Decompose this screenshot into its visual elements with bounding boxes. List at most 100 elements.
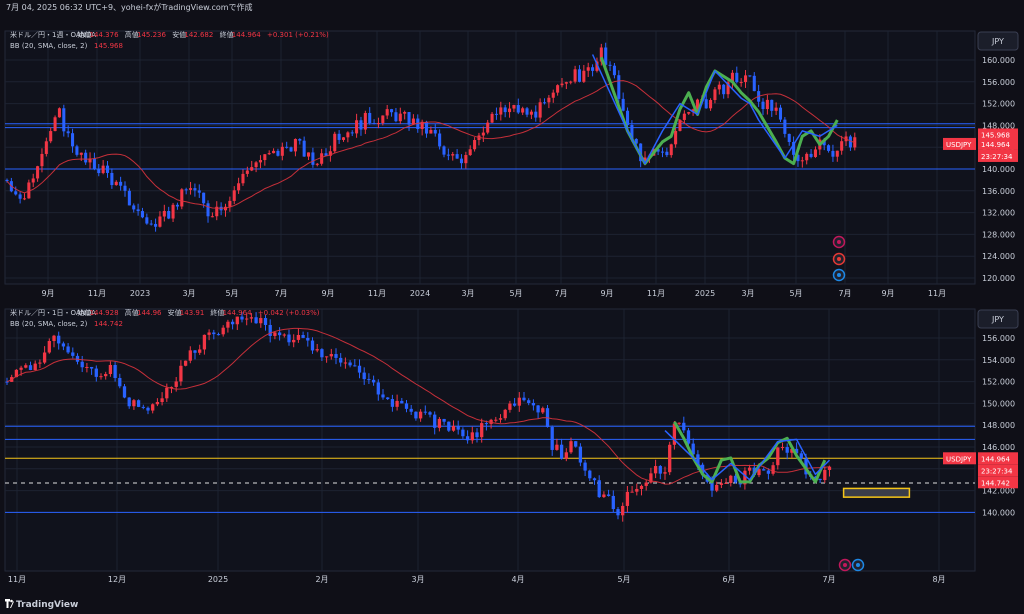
candle-body xyxy=(503,107,507,113)
candle xyxy=(787,133,791,146)
candle-body xyxy=(785,447,789,453)
candle-body xyxy=(630,124,634,139)
x-tick-label: 3月 xyxy=(182,289,195,298)
candle-body xyxy=(381,394,385,398)
candle-body xyxy=(486,122,490,133)
candle xyxy=(226,319,230,333)
currency-button-label: JPY xyxy=(991,37,1004,46)
candle xyxy=(569,80,573,85)
candle xyxy=(132,203,136,213)
candle-body xyxy=(621,98,625,111)
candle-body xyxy=(569,81,573,83)
candle-body xyxy=(704,99,708,109)
candle-body xyxy=(555,444,559,450)
candle xyxy=(160,392,164,406)
candle-body xyxy=(805,153,809,161)
candle-body xyxy=(665,151,669,156)
candle xyxy=(353,359,357,367)
y-tick-label: 156.000 xyxy=(982,78,1015,87)
candle-body xyxy=(175,204,179,207)
candle xyxy=(372,119,376,125)
candle xyxy=(302,136,306,157)
candle xyxy=(730,70,734,89)
candle xyxy=(123,181,127,197)
candle xyxy=(414,411,418,421)
candle xyxy=(88,152,92,169)
currency-button[interactable]: JPY xyxy=(977,31,1019,51)
candle-body xyxy=(40,153,44,167)
candle xyxy=(761,98,765,116)
candle-body xyxy=(635,488,639,492)
candle-body xyxy=(273,332,277,336)
candle xyxy=(574,440,578,448)
candle xyxy=(66,125,70,138)
candle-body xyxy=(140,211,144,218)
candle xyxy=(451,152,455,161)
candle xyxy=(381,115,385,126)
candle-body xyxy=(184,189,188,191)
candle-body xyxy=(411,118,415,125)
price-tag-label: 144.964 xyxy=(981,455,1010,463)
candle-body xyxy=(301,334,305,338)
candle-body xyxy=(597,480,601,498)
candle xyxy=(258,155,262,169)
candle-body xyxy=(324,153,328,156)
japan-flag-event-icon[interactable] xyxy=(832,252,846,266)
candle xyxy=(31,173,35,188)
candle-body xyxy=(5,179,9,182)
candle-body xyxy=(197,190,201,193)
candle xyxy=(531,399,536,411)
charts-canvas[interactable]: 160.000156.000152.000148.000144.000140.0… xyxy=(0,16,1024,596)
candle xyxy=(512,104,516,113)
candle-body xyxy=(569,441,573,453)
currency-button-bg xyxy=(977,309,1019,329)
us-flag-event-icon[interactable] xyxy=(832,268,846,282)
candle xyxy=(555,438,559,451)
candle-body xyxy=(564,82,568,84)
currency-button[interactable]: JPY xyxy=(977,309,1019,329)
x-tick-label: 5月 xyxy=(225,289,238,298)
candle-body xyxy=(245,318,249,320)
candle-body xyxy=(277,332,282,336)
y-tick-label: 154.000 xyxy=(982,356,1015,365)
candle xyxy=(556,84,560,96)
candle-body xyxy=(473,140,477,150)
x-tick-label: 11月 xyxy=(8,575,26,584)
candle-body xyxy=(404,403,409,409)
candle xyxy=(508,400,512,413)
candle xyxy=(672,421,677,450)
candle xyxy=(245,313,249,326)
candle-body xyxy=(848,136,852,148)
candle-body xyxy=(451,425,456,431)
candle-body xyxy=(414,411,418,419)
candle-body xyxy=(423,411,427,413)
candle-body xyxy=(235,316,239,325)
candle xyxy=(171,202,175,223)
candle-body xyxy=(484,423,489,425)
candle-body xyxy=(66,131,70,134)
lightning-event-icon[interactable] xyxy=(832,235,846,249)
candle-body xyxy=(216,334,221,336)
candle xyxy=(663,466,667,480)
candle-body xyxy=(315,163,319,165)
candle xyxy=(343,357,348,369)
candle xyxy=(783,117,787,138)
candle xyxy=(298,138,302,145)
candle xyxy=(484,420,489,431)
candle-body xyxy=(92,158,96,169)
us-flag-event-icon[interactable] xyxy=(851,558,865,572)
candle-body xyxy=(639,485,644,489)
candle xyxy=(272,148,276,154)
y-tick-label: 140.000 xyxy=(982,508,1015,517)
candle xyxy=(597,475,601,499)
candle xyxy=(315,343,319,353)
candle-body xyxy=(634,138,638,144)
candle-body xyxy=(710,481,714,491)
candle xyxy=(411,114,415,125)
candle-body xyxy=(310,340,315,351)
candle-body xyxy=(183,360,188,366)
candle-body xyxy=(780,447,785,449)
candle-body xyxy=(363,112,367,130)
candle-body xyxy=(160,398,164,403)
lightning-event-icon[interactable] xyxy=(838,558,852,572)
